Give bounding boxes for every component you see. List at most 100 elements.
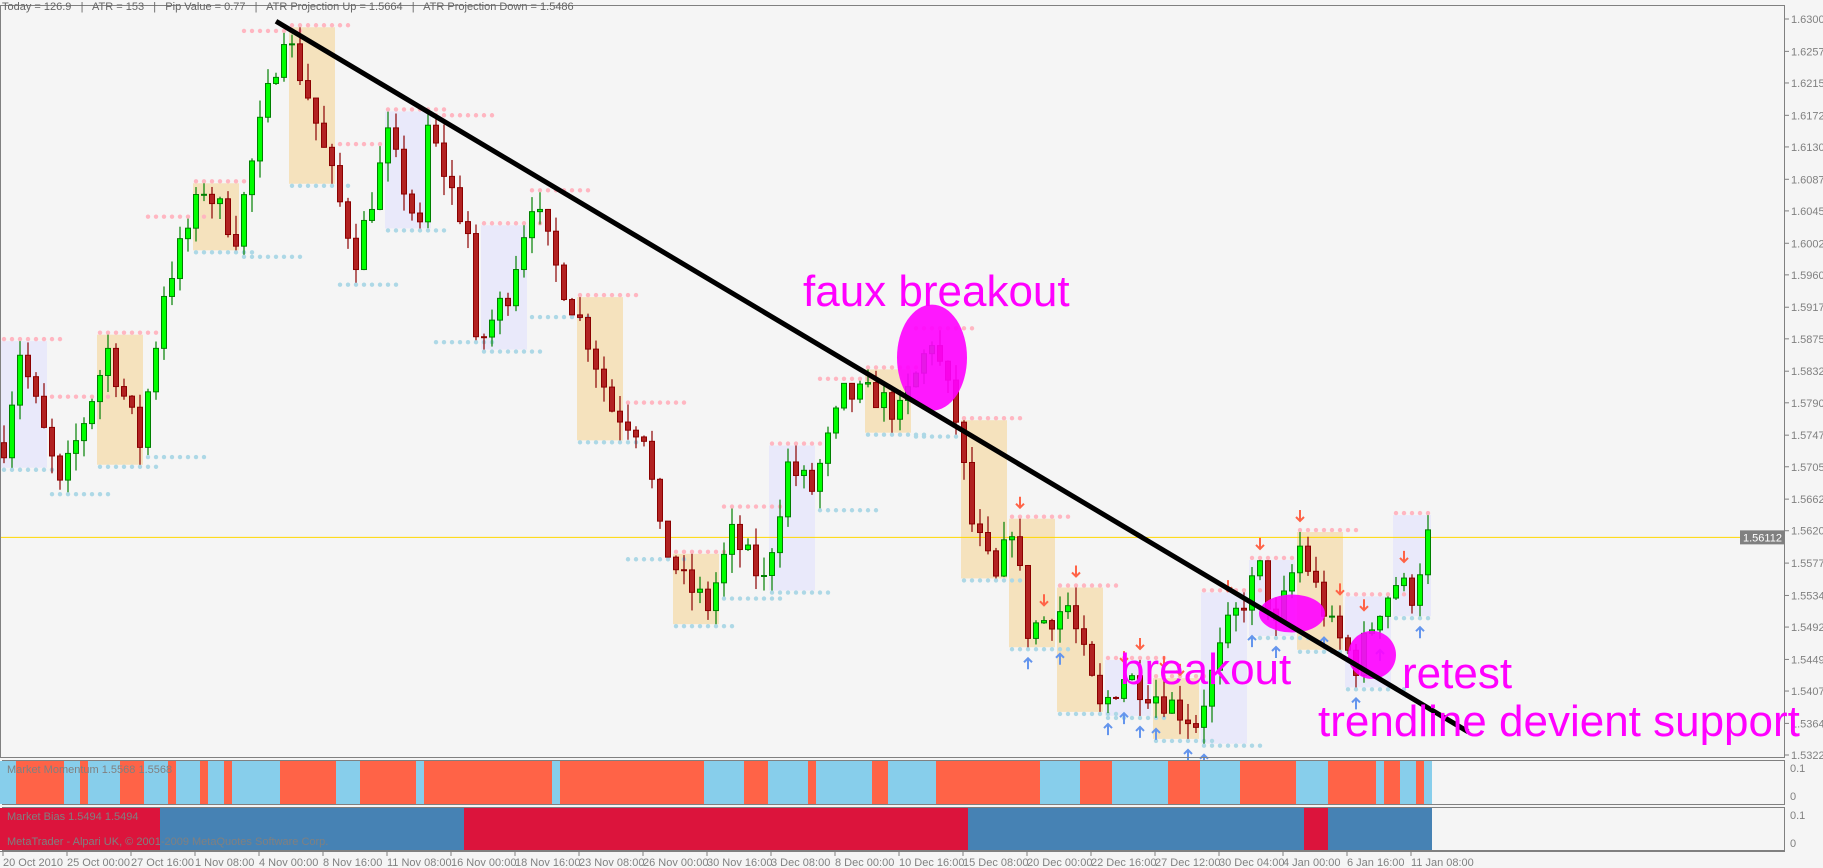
candle: [1065, 592, 1071, 619]
resistance-dot: [713, 549, 719, 555]
support-dot: [393, 282, 399, 287]
candle: [1121, 673, 1127, 703]
y-tick-label: 1.57900: [1791, 398, 1823, 410]
candle: [25, 342, 31, 389]
candle: [1425, 515, 1431, 585]
resistance-dot: [457, 113, 463, 118]
price-axis[interactable]: 1.63000 1.62570 1.62150 1.61720 1.61300 1.608…: [1785, 14, 1823, 762]
y-tick-label: 1.63000: [1791, 14, 1823, 26]
support-dot: [1105, 715, 1111, 721]
support-dot: [1393, 616, 1399, 621]
candle: [817, 458, 823, 509]
resistance-dot: [481, 113, 487, 118]
resistance-dot: [1153, 655, 1159, 661]
trendline[interactable]: [274, 19, 1470, 734]
current-price-label: 1.56112: [1743, 532, 1782, 544]
time-axis[interactable]: 20 Oct 2010 25 Oct 00:00 27 Oct 16:00 1 Nov…: [0, 851, 1785, 868]
resistance-dot: [1273, 555, 1279, 561]
candle-body: [33, 376, 39, 397]
candle-body: [169, 278, 175, 297]
support-dot: [985, 578, 991, 583]
bar-down: [120, 761, 144, 804]
down-arrow-icon: [1335, 583, 1345, 596]
resistance-dot: [1017, 514, 1023, 519]
resistance-dot: [1401, 592, 1407, 597]
support-dot: [225, 250, 231, 255]
candle-body: [1289, 572, 1295, 592]
support-dot: [49, 492, 55, 497]
candle: [465, 211, 471, 249]
bar-down: [1384, 761, 1400, 804]
candle: [409, 189, 415, 221]
down-arrow-icon: [1175, 663, 1185, 677]
resistance-dot: [737, 504, 743, 509]
support-dot: [945, 434, 951, 439]
candle-body: [569, 299, 575, 316]
support-dot: [113, 464, 119, 469]
resistance-dot: [1257, 555, 1263, 561]
resistance-dot: [729, 504, 735, 509]
support-dot: [153, 454, 159, 460]
support-dot: [689, 623, 695, 629]
resistance-dot: [161, 214, 167, 219]
resistance-dot: [49, 394, 55, 399]
y-tick-label: 1.56200: [1791, 526, 1823, 538]
support-dot: [521, 349, 527, 354]
support-dot: [1297, 635, 1303, 641]
candle-body: [393, 127, 399, 150]
candle-body: [1401, 577, 1407, 587]
candle: [1081, 615, 1087, 656]
support-dot: [705, 623, 711, 629]
y-tick-label: 1.53220: [1791, 750, 1823, 762]
candle: [49, 418, 55, 474]
resistance-dot: [665, 400, 671, 405]
candle: [145, 388, 151, 456]
resistance-dot: [65, 394, 71, 399]
support-dot: [873, 432, 879, 437]
resistance-dot: [121, 330, 127, 335]
resistance-dot: [513, 221, 519, 226]
bar-down: [280, 761, 336, 804]
candle-body: [137, 406, 143, 448]
resistance-dot: [761, 504, 767, 509]
x-tick-label: 30 Nov 16:00: [707, 857, 772, 868]
candle: [857, 380, 863, 404]
resistance-dot: [465, 113, 471, 118]
resistance-dot: [361, 141, 367, 147]
support-dot: [881, 432, 887, 437]
candle-body: [1297, 545, 1303, 574]
support-dot: [1241, 743, 1247, 748]
candle: [177, 226, 183, 291]
candle-body: [665, 520, 671, 558]
candle-body: [1217, 642, 1223, 671]
resistance-dot: [313, 23, 319, 28]
bar-down: [224, 761, 232, 804]
resistance-dot: [497, 221, 503, 226]
bar-down: [0, 808, 160, 850]
support-dot: [1057, 647, 1063, 652]
pip-value: Pip Value = 0.77: [165, 1, 246, 13]
candle: [377, 146, 383, 211]
candle-body: [1257, 560, 1263, 577]
support-dot: [641, 557, 647, 562]
y-tick-label: 1.54070: [1791, 686, 1823, 698]
resistance-dot: [1393, 510, 1399, 516]
bar-down: [200, 761, 208, 804]
support-dot: [417, 228, 423, 233]
y-tick-label: 1.58320: [1791, 366, 1823, 378]
bar-up: [1328, 808, 1376, 850]
support-dot: [233, 250, 239, 255]
candle-body: [1249, 575, 1255, 611]
candle-body: [345, 201, 351, 239]
resistance-dot: [673, 400, 679, 405]
candle: [1073, 587, 1079, 644]
support-dot: [329, 183, 335, 188]
resistance-dot: [1353, 527, 1359, 533]
resistance-dot: [1345, 592, 1351, 597]
support-dot: [1081, 711, 1087, 717]
support-dot: [137, 464, 143, 469]
support-dot: [625, 440, 631, 445]
candle-body: [977, 523, 983, 534]
support-dot: [1057, 711, 1063, 717]
